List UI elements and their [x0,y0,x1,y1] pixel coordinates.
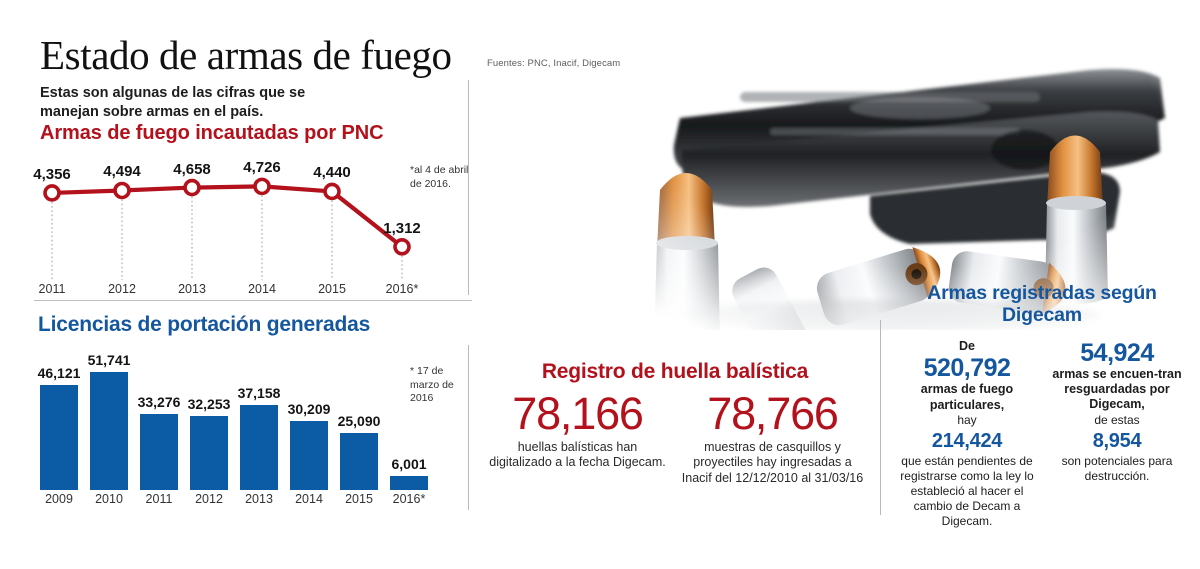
bar-axis-label: 2013 [245,492,273,506]
bar [340,432,378,490]
firearm-photo-illustration [620,0,1200,330]
line-point-value: 4,658 [173,160,211,178]
line-point-value: 4,726 [243,159,281,177]
line-axis-label: 2012 [108,282,136,296]
line-axis-label: 2014 [248,282,276,296]
bar-value-label: 6,001 [391,456,427,473]
header: Estado de armas de fuego Estas son algun… [40,32,470,121]
bar [240,405,278,490]
digecam-left-column: De 520,792 armas de fuego particulares, … [892,339,1042,529]
divider-horizontal-top [34,300,472,301]
sources-note: Fuentes: PNC, Inacif, Digecam [487,58,621,69]
line-chart: 4,356 4,494 4,658 4,726 4,440 1,312 2011 2012 20… [33,158,434,296]
bar-axis-label: 2011 [145,492,173,506]
digecam-section: Armas registradas según Digecam De 520,7… [892,282,1192,529]
digecam-right-number-1: 54,924 [1080,338,1154,367]
bar-value-label: 32,253 [187,396,231,413]
line-point-value: 4,356 [33,165,71,183]
line-axis-label: 2013 [178,282,206,296]
digecam-left-line-3: que están pendientes de registrarse como… [900,453,1034,528]
digecam-right-line-3: son potenciales para destrucción. [1061,453,1173,483]
digecam-right-line-1: armas se encuen-tran resguardadas por Di… [1052,366,1182,412]
bar [190,416,228,490]
ballistic-title: Registro de huella balística [541,360,809,383]
digecam-left-number-2: 214,424 [931,429,1003,452]
digecam-left-lead: De [959,338,975,353]
bar [290,421,328,490]
bar-value-label: 30,209 [287,401,331,418]
digecam-left-line-1: armas de fuego particulares, [920,382,1014,412]
line-chart-svg [43,177,411,280]
divider-vertical-left-top [468,80,469,295]
bar [390,476,428,490]
bar-axis-label: 2009 [45,492,73,506]
digecam-right-column: 54,924 armas se encuen-tran resguardadas… [1042,339,1192,529]
divider-vertical-left-bottom [468,345,469,510]
ballistic-columns: 78,166 huellas balísticas han digitaliza… [480,388,870,486]
bar-chart-note: * 17 de marzo de 2016 [410,365,454,405]
digecam-columns: De 520,792 armas de fuego particulares, … [892,339,1192,529]
bar-value-label: 51,741 [87,352,131,368]
digecam-right-line-2: de estas [1094,412,1140,427]
line-point-value: 4,494 [103,163,141,181]
digecam-right-number-2: 8,954 [1092,429,1142,452]
line-point-value: 1,312 [383,219,421,237]
ballistic-number: 78,766 [707,388,839,439]
bar-axis-label: 2010 [95,492,123,506]
line-axis-label: 2016* [385,282,419,296]
bar-value-label: 33,276 [137,394,181,411]
bar [40,384,78,490]
firearm-photo [620,0,1200,330]
digecam-left-line-2: hay [957,412,977,427]
ballistic-number: 78,166 [512,388,644,439]
ballistic-text: muestras de casquillos y proyectiles hay… [681,440,864,485]
bar-chart: 46,121 2009 51,741 2010 33,276 2011 32,253 2012… [34,340,434,506]
line-axis-label: 2011 [38,282,66,296]
ballistic-section: Registro de huella balística 78,166 huel… [480,360,870,486]
line-chart-note: *al 4 de abril de 2016. [410,164,469,190]
bar-chart-title: Licencias de portación generadas [38,313,371,336]
page-subtitle: Estas son algunas de las cifras que se m… [40,85,306,120]
ballistic-item: 78,766 muestras de casquillos y proyecti… [675,388,870,486]
bar-axis-label: 2014 [295,492,323,506]
line-axis-label: 2015 [318,282,346,296]
digecam-title: Armas registradas según Digecam [927,282,1157,327]
line-chart-title: Armas de fuego incautadas por PNC [40,122,384,144]
bar [140,414,178,490]
ballistic-text: huellas balísticas han digitalizado a la… [489,440,666,470]
bar-axis-label: 2012 [195,492,223,506]
line-point-value: 4,440 [313,164,351,182]
bar-value-label: 37,158 [237,385,281,402]
bar-axis-label: 2016* [392,492,426,506]
bar-axis-label: 2015 [345,492,373,506]
divider-vertical-right [880,320,881,515]
bar-value-label: 25,090 [337,412,381,429]
digecam-left-number-1: 520,792 [923,354,1011,383]
page-title: Estado de armas de fuego [40,32,452,78]
bar [90,372,128,490]
ballistic-item: 78,166 huellas balísticas han digitaliza… [480,388,675,486]
bar-value-label: 46,121 [37,364,81,381]
